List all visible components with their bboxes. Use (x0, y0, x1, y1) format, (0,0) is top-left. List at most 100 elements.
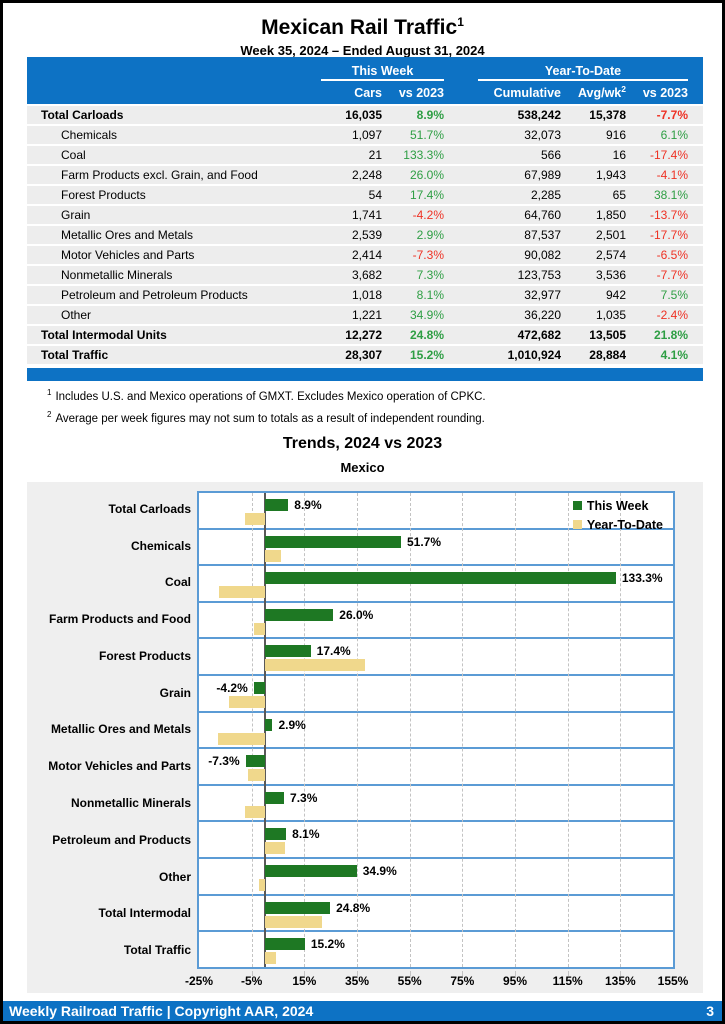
table-body: Total Carloads 16,035 8.9% 538,242 15,378 -7.… (27, 106, 703, 364)
cell-ytd-vs-2023: -17.4% (649, 148, 688, 162)
trends-chart: Total Carloads Chemicals Coal Farm Products… (27, 482, 703, 993)
cell-avg-wk: 2,501 (595, 228, 626, 242)
cell-cars: 16,035 (345, 108, 382, 122)
chart-band-metallic-ores-and-metals: 2.9% (199, 713, 673, 750)
footnote-2: 2 Average per week figures may not sum to… (47, 409, 485, 425)
cell-cumulative: 566 (540, 148, 561, 162)
cell-cars-vs-2023: 51.7% (409, 128, 444, 142)
vertical-gridline (620, 493, 622, 967)
cell-cars: 3,682 (351, 268, 382, 282)
year-to-date-bar (218, 732, 265, 745)
row-label: Chemicals (61, 128, 118, 142)
footer-bar: Weekly Railroad Traffic | Copyright AAR,… (3, 1001, 722, 1021)
category-label: Coal (164, 575, 191, 590)
cell-avg-wk: 916 (605, 128, 626, 142)
cell-cars-vs-2023: -7.3% (412, 248, 444, 262)
this-week-value-label: 17.4% (316, 644, 351, 659)
this-week-bar (245, 755, 265, 768)
cell-cars: 1,741 (351, 208, 382, 222)
x-axis-tick-label: 55% (397, 974, 422, 988)
this-week-bar (253, 682, 265, 695)
table-row: Grain 1,741 -4.2% 64,760 1,850 -13.7% (27, 206, 703, 224)
table-row: Nonmetallic Minerals 3,682 7.3% 123,753 3,53… (27, 266, 703, 284)
x-axis-tick-mark (357, 971, 358, 976)
row-label: Coal (61, 148, 86, 162)
footnote-1: 1 Includes U.S. and Mexico operations of … (47, 388, 486, 403)
cell-ytd-vs-2023: -17.7% (649, 228, 688, 242)
this-week-bar (264, 901, 331, 914)
cell-cars-vs-2023: 15.2% (409, 348, 444, 362)
vertical-gridline (304, 493, 306, 967)
x-axis-tick-label: -25% (184, 974, 214, 988)
chart-band-nonmetallic-minerals: 7.3% (199, 786, 673, 823)
this-week-bar (264, 865, 357, 878)
vertical-gridline (251, 493, 253, 967)
cell-ytd-vs-2023: -7.7% (656, 108, 688, 122)
cell-cumulative: 87,537 (524, 228, 561, 242)
category-label: Total Intermodal (98, 906, 191, 921)
cell-cars-vs-2023: 8.9% (416, 108, 444, 122)
cell-cars: 21 (368, 148, 382, 162)
table-row: Motor Vehicles and Parts 2,414 -7.3% 90,082… (27, 246, 703, 264)
cell-ytd-vs-2023: 7.5% (660, 288, 688, 302)
x-axis-tick-label: 75% (450, 974, 475, 988)
year-to-date-bar (244, 805, 265, 818)
this-week-value-label: 34.9% (362, 864, 397, 879)
cell-cumulative: 64,760 (524, 208, 561, 222)
chart-band-petroleum-and-products: 8.1% (199, 822, 673, 860)
category-label: Grain (159, 685, 191, 700)
cell-cars: 28,307 (345, 348, 382, 362)
cell-ytd-vs-2023: 4.1% (660, 348, 688, 362)
category-label: Chemicals (130, 538, 191, 553)
cell-avg-wk: 1,850 (595, 208, 626, 222)
group-header-this-week: This Week (267, 64, 444, 81)
x-axis-tick-label: 135% (604, 974, 636, 988)
column-header-cumulative: Cumulative (493, 85, 561, 100)
cell-cars-vs-2023: -4.2% (412, 208, 444, 222)
cell-avg-wk: 1,943 (595, 168, 626, 182)
cell-cumulative: 90,082 (524, 248, 561, 262)
x-axis-tick-label: 115% (552, 974, 583, 988)
this-week-value-label: -4.2% (216, 681, 248, 696)
page-title-text: Mexican Rail Traffic (261, 16, 458, 39)
cell-avg-wk: 13,505 (589, 328, 626, 342)
cell-cumulative: 32,977 (524, 288, 561, 302)
this-week-value-label: 133.3% (621, 571, 663, 586)
year-to-date-bar (258, 879, 265, 892)
this-week-bar (264, 938, 305, 951)
cell-ytd-vs-2023: 21.8% (653, 328, 688, 342)
vertical-gridline (409, 493, 411, 967)
x-axis-tick-mark (251, 971, 253, 976)
row-label: Total Carloads (41, 108, 124, 122)
chart-band-total-carloads: 8.9% (199, 493, 673, 530)
cell-cumulative: 1,010,924 (507, 348, 561, 362)
cell-cumulative: 472,682 (517, 328, 561, 342)
table-row: Petroleum and Petroleum Products 1,018 8.1… (27, 286, 703, 304)
this-week-bar (264, 535, 401, 548)
this-week-value-label: 7.3% (290, 790, 318, 805)
footnotes: 1 Includes U.S. and Mexico operations of … (47, 388, 667, 432)
year-to-date-bar (264, 659, 366, 672)
year-to-date-bar (264, 549, 281, 562)
cell-cumulative: 67,989 (524, 168, 561, 182)
chart-band-chemicals: 51.7% (199, 530, 673, 567)
cell-cars-vs-2023: 26.0% (409, 168, 444, 182)
cell-ytd-vs-2023: -7.7% (656, 268, 688, 282)
category-label: Motor Vehicles and Parts (48, 759, 191, 774)
cell-avg-wk: 28,884 (589, 348, 626, 362)
row-label: Petroleum and Petroleum Products (61, 288, 248, 302)
this-week-bar (264, 828, 287, 841)
x-axis-tick-mark (462, 971, 464, 976)
x-axis-tick-label: 35% (344, 974, 370, 988)
cell-ytd-vs-2023: -6.5% (656, 248, 688, 262)
this-week-bar (264, 572, 616, 585)
row-label: Total Intermodal Units (41, 328, 167, 342)
table-row: Other 1,221 34.9% 36,220 1,035 -2.4% (27, 306, 703, 324)
year-to-date-swatch-icon (572, 520, 582, 529)
cell-ytd-vs-2023: 38.1% (653, 188, 688, 202)
category-label: Nonmetallic Minerals (70, 796, 191, 810)
table-group-header-row: This Week Year-To-Date (27, 57, 703, 81)
this-week-value-label: 24.8% (336, 900, 371, 915)
page-subtitle: Week 35, 2024 – Ended August 31, 2024 (240, 43, 485, 58)
